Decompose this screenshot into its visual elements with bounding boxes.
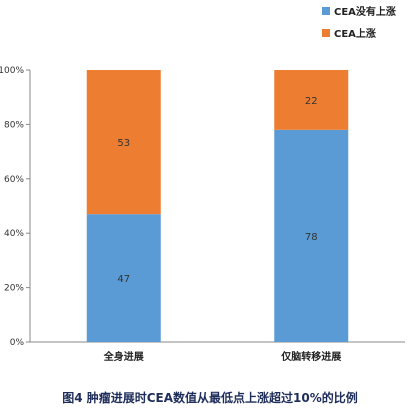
y-tick-label: 40% xyxy=(4,229,24,239)
bars: 47 53 78 22 xyxy=(86,70,349,342)
x-category-label: 全身进展 xyxy=(103,350,144,363)
chart-title: 图4 肿瘤进展时CEA数值从最低点上涨超过10%的比例 xyxy=(62,390,358,405)
legend: CEA没有上涨 CEA上涨 xyxy=(322,5,396,40)
bar-segment xyxy=(86,70,161,215)
data-label: 22 xyxy=(305,96,318,107)
data-label: 53 xyxy=(117,138,130,149)
bar-segment xyxy=(274,129,349,342)
y-axis: 0% 20% 40% 60% 80% 100% xyxy=(0,66,31,348)
legend-label: CEA上涨 xyxy=(334,27,376,40)
data-label: 78 xyxy=(305,232,318,243)
legend-swatch xyxy=(322,29,330,37)
x-axis: 全身进展 仅脑转移进展 xyxy=(30,341,405,363)
y-tick-label: 80% xyxy=(4,120,24,130)
bar-segment xyxy=(86,214,161,342)
legend-swatch xyxy=(322,7,330,15)
y-tick-label: 0% xyxy=(10,338,25,348)
legend-label: CEA没有上涨 xyxy=(334,5,396,18)
y-tick-label: 60% xyxy=(4,175,24,185)
y-tick-label: 20% xyxy=(4,284,24,294)
y-tick-label: 100% xyxy=(0,66,24,76)
x-category-label: 仅脑转移进展 xyxy=(280,350,341,363)
data-label: 47 xyxy=(117,274,130,285)
bar-segment xyxy=(274,70,349,130)
